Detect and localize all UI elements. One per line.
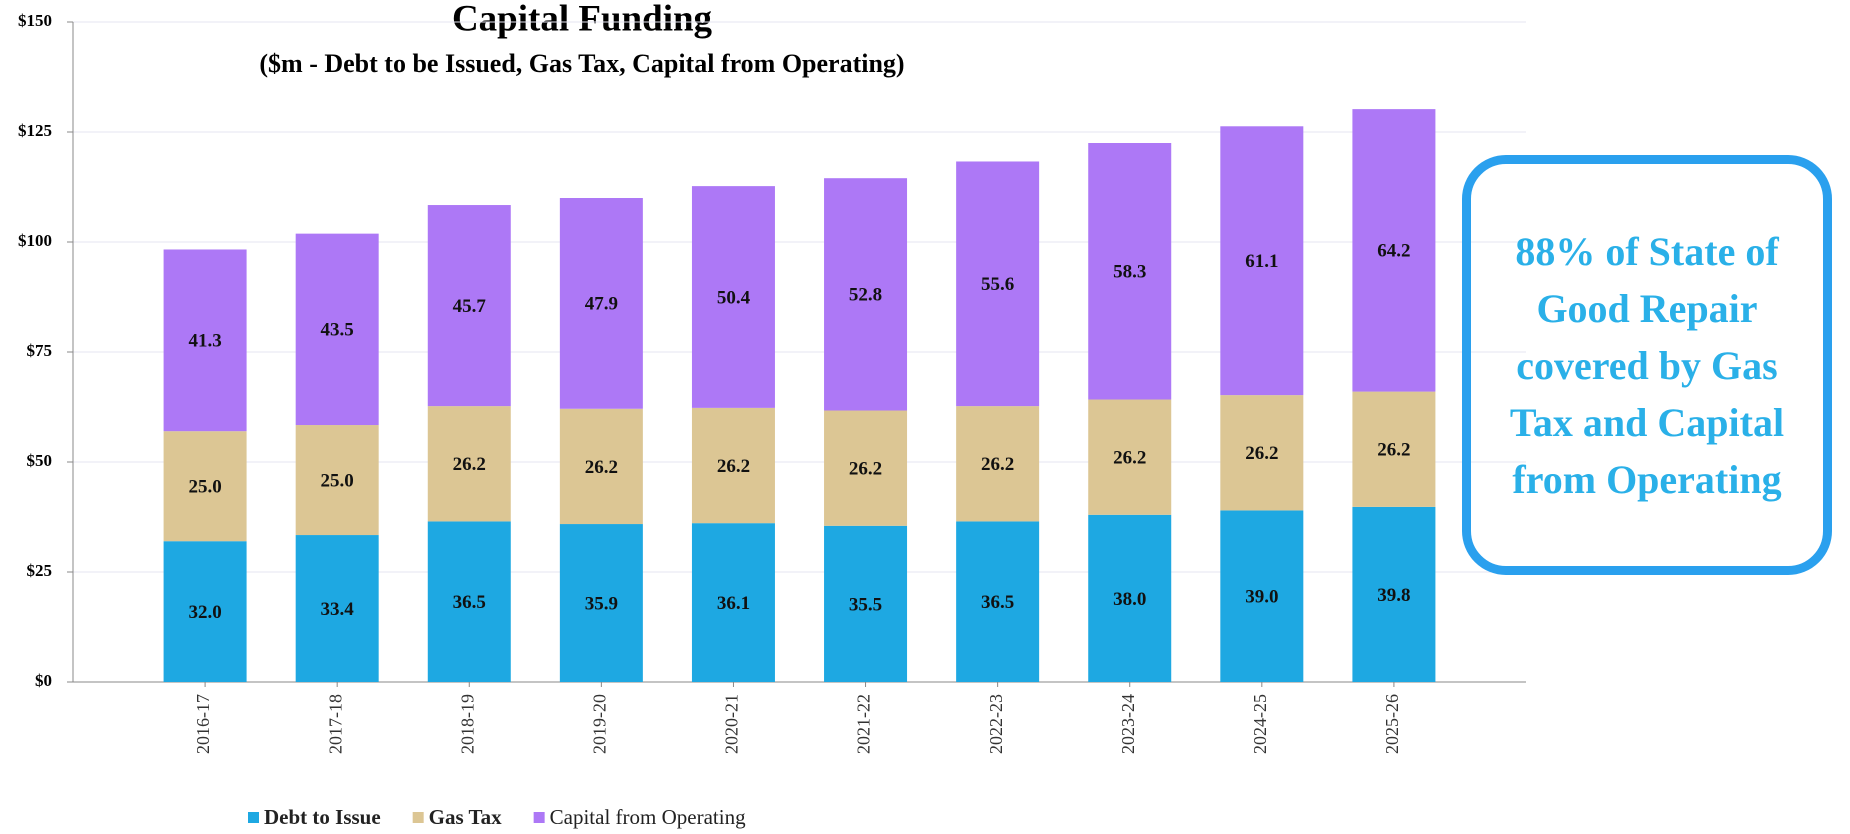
data-label: 45.7 [453, 296, 487, 317]
bar-segment [956, 406, 1040, 522]
data-label: 39.8 [1377, 585, 1410, 606]
y-tick-label: $100 [18, 231, 52, 250]
callout: 88% of State of Good Repair covered by G… [1462, 155, 1832, 575]
data-label: 25.0 [188, 477, 221, 498]
bar-segment [1088, 399, 1172, 515]
bar-segment [956, 161, 1040, 407]
data-label: 41.3 [188, 331, 221, 352]
data-label: 32.0 [188, 602, 221, 623]
y-tick-label: $75 [27, 341, 53, 360]
x-tick-label: 2019-20 [589, 694, 609, 754]
bar-segment [163, 431, 247, 542]
bar-segment [824, 525, 908, 682]
x-tick-label: 2020-21 [722, 694, 742, 754]
bar-segment [295, 535, 379, 682]
data-label: 26.2 [1377, 440, 1410, 461]
chart-title: Capital Funding [452, 0, 713, 39]
data-label: 26.2 [849, 459, 882, 480]
data-label: 35.9 [585, 593, 618, 614]
bar-segment [1220, 395, 1304, 511]
bar-segment [559, 408, 643, 525]
y-tick-label: $125 [18, 121, 52, 140]
x-tick-label: 2017-18 [325, 694, 345, 754]
bar-segment [824, 410, 908, 526]
data-label: 39.0 [1245, 587, 1278, 608]
legend-label: Gas Tax [429, 805, 502, 829]
data-label: 47.9 [585, 294, 618, 315]
legend-label: Debt to Issue [264, 805, 381, 829]
y-tick-label: $50 [27, 451, 53, 470]
bar-segment [1352, 109, 1436, 392]
bar-segment [295, 425, 379, 536]
legend-swatch [412, 812, 424, 823]
bar-segment [559, 524, 643, 682]
bar-segment [1352, 391, 1436, 507]
legend-label: Capital from Operating [550, 805, 746, 829]
x-tick-label: 2022-23 [986, 694, 1006, 754]
bar-segment [824, 178, 908, 411]
data-label: 55.6 [981, 274, 1014, 295]
data-label: 38.0 [1113, 589, 1146, 610]
bar-segment [1088, 514, 1172, 682]
y-tick-label: $0 [35, 671, 52, 690]
bar-segment [427, 205, 511, 407]
x-tick-label: 2025-26 [1382, 694, 1402, 754]
bar-segment [956, 521, 1040, 682]
data-label: 26.2 [717, 456, 750, 477]
data-label: 35.5 [849, 594, 882, 615]
data-label: 26.2 [453, 454, 486, 475]
chart-subtitle: ($m - Debt to be Issued, Gas Tax, Capita… [259, 49, 904, 78]
bar-segment [1352, 506, 1436, 682]
data-label: 36.5 [453, 592, 486, 613]
x-tick-label: 2023-24 [1118, 694, 1138, 754]
data-label: 36.1 [717, 593, 750, 614]
data-label: 25.0 [321, 470, 354, 491]
data-label: 58.3 [1113, 262, 1146, 283]
bar-segment [1220, 126, 1304, 396]
legend-swatch [533, 812, 545, 823]
bar-segment [691, 407, 775, 524]
data-label: 52.8 [849, 285, 882, 306]
x-tick-label: 2018-19 [457, 694, 477, 754]
bar-segment [1088, 143, 1172, 400]
legend-swatch [248, 812, 259, 823]
x-tick-label: 2021-22 [854, 694, 874, 754]
bar-segment [163, 249, 247, 432]
data-label: 36.5 [981, 592, 1014, 613]
bar-segment [427, 521, 511, 682]
bar-segment [427, 406, 511, 522]
bar-segment [559, 198, 643, 409]
data-label: 26.2 [585, 457, 618, 478]
x-tick-label: 2024-25 [1250, 694, 1270, 754]
data-label: 61.1 [1245, 251, 1278, 272]
bar-segment [163, 541, 247, 682]
bar-segment [691, 523, 775, 682]
bar-segment [295, 233, 379, 426]
data-label: 43.5 [321, 320, 354, 341]
y-tick-label: $25 [27, 561, 53, 580]
bar-segment [1220, 510, 1304, 682]
data-label: 26.2 [1245, 443, 1278, 464]
data-label: 50.4 [717, 287, 751, 308]
y-tick-label: $150 [18, 11, 52, 30]
x-tick-label: 2016-17 [193, 694, 213, 754]
bar-segment [691, 186, 775, 408]
data-label: 64.2 [1377, 241, 1410, 262]
data-label: 26.2 [981, 454, 1014, 475]
data-label: 26.2 [1113, 448, 1146, 469]
data-label: 33.4 [321, 599, 355, 620]
